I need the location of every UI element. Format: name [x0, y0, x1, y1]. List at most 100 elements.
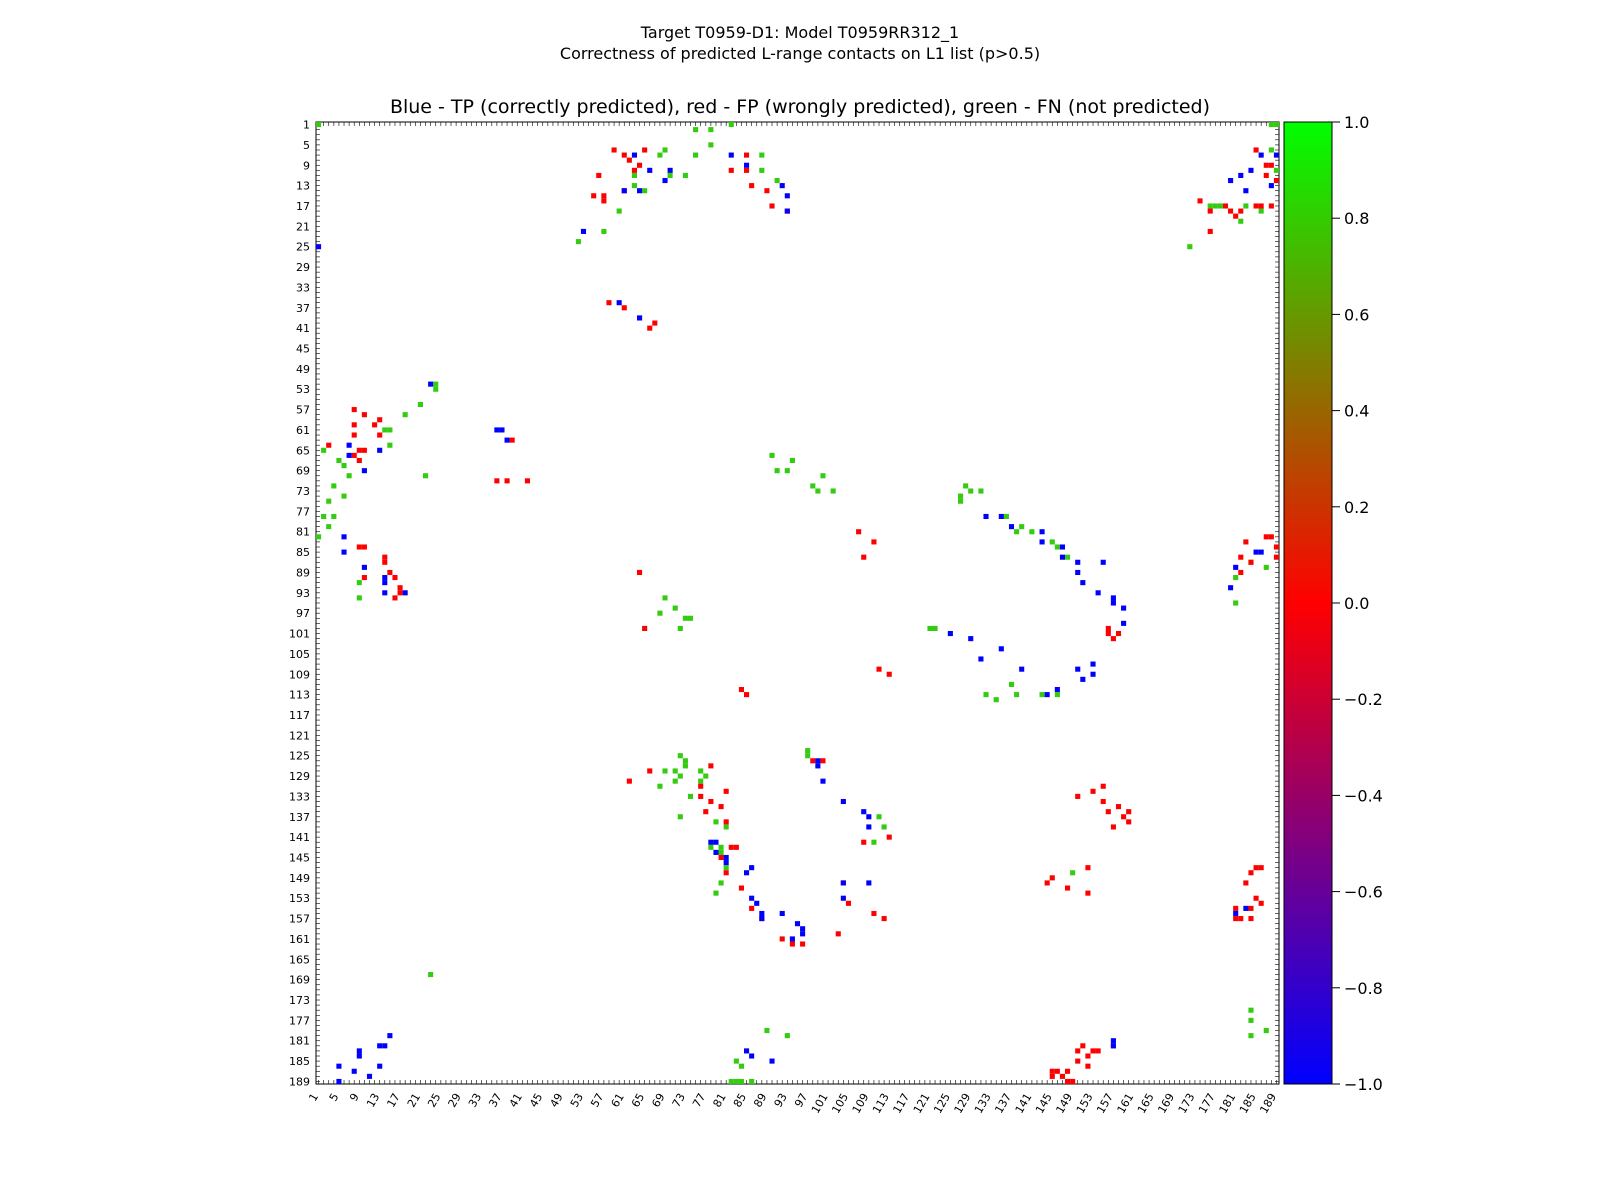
y-tick-label: 17	[296, 200, 310, 213]
contact-cell-fn	[657, 152, 663, 158]
contact-cell-fp	[723, 819, 729, 825]
y-tick-label: 117	[289, 709, 310, 722]
contact-cell-fp	[356, 457, 362, 464]
contact-cell-fn	[657, 610, 663, 616]
contact-cell-fp	[1080, 1043, 1086, 1049]
contact-cell-fp	[1248, 916, 1254, 922]
contact-cell-fn	[672, 768, 678, 774]
contact-cell-tp	[1054, 686, 1060, 693]
y-tick-label: 169	[289, 974, 310, 987]
contact-cell-fn	[1233, 575, 1239, 581]
contact-cell-tp	[616, 300, 622, 306]
contact-cell-tp	[815, 758, 821, 764]
contact-cell-fp	[356, 447, 362, 453]
contact-cell-fp	[652, 320, 658, 326]
x-tick-label: 105	[829, 1091, 851, 1116]
contact-cell-fp	[744, 692, 750, 698]
contact-cell-fp	[351, 407, 357, 413]
contact-cell-tp	[346, 442, 352, 448]
contact-cell-tp	[1110, 1038, 1116, 1044]
contact-cell-fn	[677, 773, 683, 779]
contact-cell-tp	[1059, 544, 1065, 550]
contact-cell-fp	[1268, 203, 1274, 209]
contact-cell-fn	[769, 452, 775, 458]
y-tick-label: 21	[296, 220, 310, 233]
contact-cell-fn	[932, 625, 938, 631]
colorbar-tick-label: 0.8	[1344, 209, 1369, 228]
contact-cell-fn	[805, 753, 811, 759]
y-axis-ticks: 1 5 9 13 17 21 25 29 33 37 41 45 49 53 57 61 65 69 73 77 81 8…	[289, 119, 310, 1089]
contact-cell-tp	[744, 870, 750, 876]
contact-cell-fp	[703, 809, 709, 815]
contact-cell-tp	[784, 193, 790, 199]
contact-cell-fn	[876, 814, 882, 820]
contact-cell-fp	[1126, 809, 1132, 815]
contact-cell-fn	[336, 457, 342, 464]
contact-cell-fn	[968, 488, 974, 494]
contact-cell-fp	[361, 412, 367, 418]
contact-cell-tp	[708, 839, 714, 845]
contact-cell-tp	[637, 315, 643, 321]
contact-cell-tp	[784, 208, 790, 214]
contact-cell-tp	[815, 763, 821, 769]
contact-cell-fp	[1228, 208, 1234, 214]
contact-cell-fp	[1207, 228, 1213, 234]
contact-cell-tp	[759, 910, 765, 917]
contact-cell-fp	[524, 478, 530, 484]
contact-cell-fp	[1105, 625, 1111, 631]
x-tick-label: 17	[384, 1091, 402, 1110]
contact-cell-fn	[708, 844, 714, 850]
contact-cell-fn	[682, 758, 688, 764]
y-tick-label: 121	[289, 729, 310, 742]
contact-cell-tp	[789, 936, 795, 942]
contact-cell-fn	[657, 783, 663, 789]
contact-cell-fp	[728, 167, 734, 173]
contact-cell-tp	[1228, 585, 1234, 591]
contact-cell-fn	[1207, 203, 1213, 209]
contact-cell-fp	[708, 763, 714, 769]
contact-cell-tp	[1243, 188, 1249, 194]
contact-cell-fn	[428, 972, 434, 978]
contact-cell-tp	[1019, 666, 1025, 672]
contact-cell-tp	[1039, 539, 1045, 545]
contact-cell-tp	[494, 427, 500, 433]
contact-cell-tp	[840, 798, 846, 805]
contact-cell-tp	[866, 880, 872, 886]
contact-cell-fp	[738, 686, 744, 693]
x-tick-label: 125	[931, 1091, 953, 1116]
contact-cell-fn	[708, 142, 714, 148]
contact-cell-fp	[769, 203, 775, 209]
x-tick-label: 153	[1074, 1091, 1096, 1116]
colorbar-ticks: 1.0 0.8 0.6 0.4 0.2 0.0 −0.2 −0.4 −0.6 −0.8 −1.0	[1332, 113, 1383, 1094]
contact-cell-fp	[372, 422, 378, 428]
x-axis-ticks: 1 5 9 13 17 21 25 29 33 37 41 45 49 53 57 61 65 69 73 77 81 8…	[306, 1091, 1279, 1116]
contact-cell-fp	[377, 432, 383, 438]
contact-cell-fn	[326, 498, 332, 504]
y-tick-label: 177	[289, 1014, 310, 1027]
y-tick-label: 57	[296, 404, 310, 417]
contact-cell-fp	[392, 575, 398, 581]
contact-cell-fp	[637, 162, 643, 168]
contact-cell-fn	[830, 488, 836, 494]
contact-cell-fn	[667, 172, 673, 178]
x-tick-label: 9	[347, 1091, 362, 1104]
contact-cell-fp	[1238, 569, 1244, 576]
contact-cell-fp	[621, 305, 627, 311]
contact-cell-fn	[958, 493, 964, 499]
contact-cell-fp	[1263, 172, 1269, 178]
contact-cell-fn	[784, 468, 790, 474]
contact-cell-fp	[361, 575, 367, 581]
contact-cell-fn	[672, 605, 678, 611]
y-tick-label: 9	[303, 159, 310, 172]
contact-cell-tp	[947, 630, 953, 637]
contact-cell-fp	[881, 916, 887, 922]
contact-cell-fn	[382, 427, 388, 433]
contact-cell-fp	[1258, 900, 1264, 906]
contact-cell-tp	[713, 839, 719, 845]
contact-cell-fp	[779, 936, 785, 942]
colorbar	[1283, 121, 1333, 1085]
contact-cell-fn	[693, 152, 699, 158]
contact-cell-fp	[718, 804, 724, 810]
contact-cell-fn	[356, 595, 362, 601]
